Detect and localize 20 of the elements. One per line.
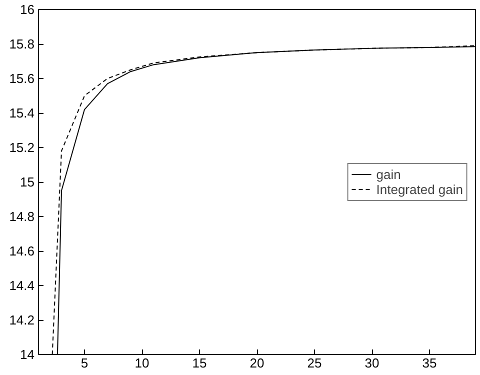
x-tick-label: 20 — [250, 356, 264, 370]
y-tick-label: 14 — [20, 347, 35, 362]
y-tick-label: 15.2 — [9, 140, 35, 155]
y-tick-label: 14.6 — [9, 244, 35, 258]
x-tick-label: 5 — [80, 356, 88, 370]
x-tick-label: 10 — [134, 356, 150, 370]
x-tick-label: 25 — [307, 356, 322, 370]
legend-label: gain — [376, 166, 401, 182]
y-tick-label: 14.2 — [9, 312, 35, 328]
x-tick-label: 35 — [422, 356, 437, 370]
x-tick-label: 15 — [192, 356, 207, 370]
y-tick-label: 15.6 — [9, 71, 35, 86]
y-tick-label: 14.8 — [9, 209, 35, 224]
y-tick-label: 16 — [20, 2, 35, 17]
y-tick-label: 15.4 — [9, 106, 35, 120]
y-tick-label: 14.4 — [9, 278, 35, 293]
y-tick-label: 15 — [20, 174, 35, 190]
legend-label: Integrated gain — [376, 182, 463, 196]
x-tick-label: 30 — [364, 356, 380, 370]
y-tick-label: 15.8 — [9, 36, 35, 52]
